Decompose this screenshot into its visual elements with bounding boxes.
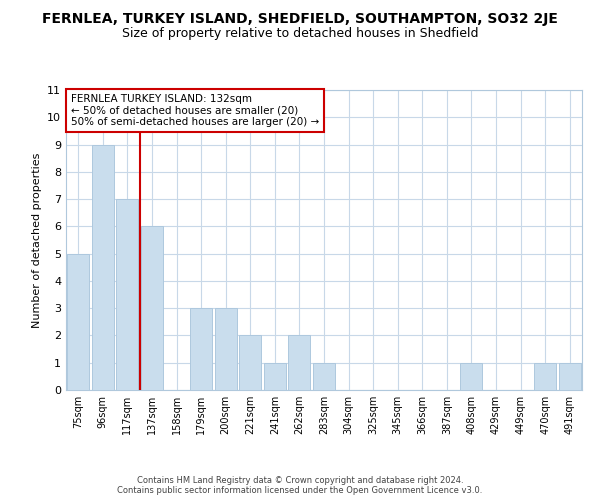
Bar	[239, 336, 262, 390]
Text: Contains HM Land Registry data © Crown copyright and database right 2024.
Contai: Contains HM Land Registry data © Crown c…	[118, 476, 482, 495]
Bar	[289, 336, 310, 390]
Y-axis label: Number of detached properties: Number of detached properties	[32, 152, 41, 328]
Text: FERNLEA, TURKEY ISLAND, SHEDFIELD, SOUTHAMPTON, SO32 2JE: FERNLEA, TURKEY ISLAND, SHEDFIELD, SOUTH…	[42, 12, 558, 26]
Bar	[67, 254, 89, 390]
Bar	[92, 144, 114, 390]
Bar	[559, 362, 581, 390]
Text: Size of property relative to detached houses in Shedfield: Size of property relative to detached ho…	[122, 28, 478, 40]
Text: FERNLEA TURKEY ISLAND: 132sqm
← 50% of detached houses are smaller (20)
50% of s: FERNLEA TURKEY ISLAND: 132sqm ← 50% of d…	[71, 94, 319, 128]
Bar	[460, 362, 482, 390]
Bar	[313, 362, 335, 390]
Bar	[190, 308, 212, 390]
Bar	[141, 226, 163, 390]
Bar	[264, 362, 286, 390]
Bar	[116, 199, 139, 390]
Bar	[215, 308, 237, 390]
Bar	[534, 362, 556, 390]
